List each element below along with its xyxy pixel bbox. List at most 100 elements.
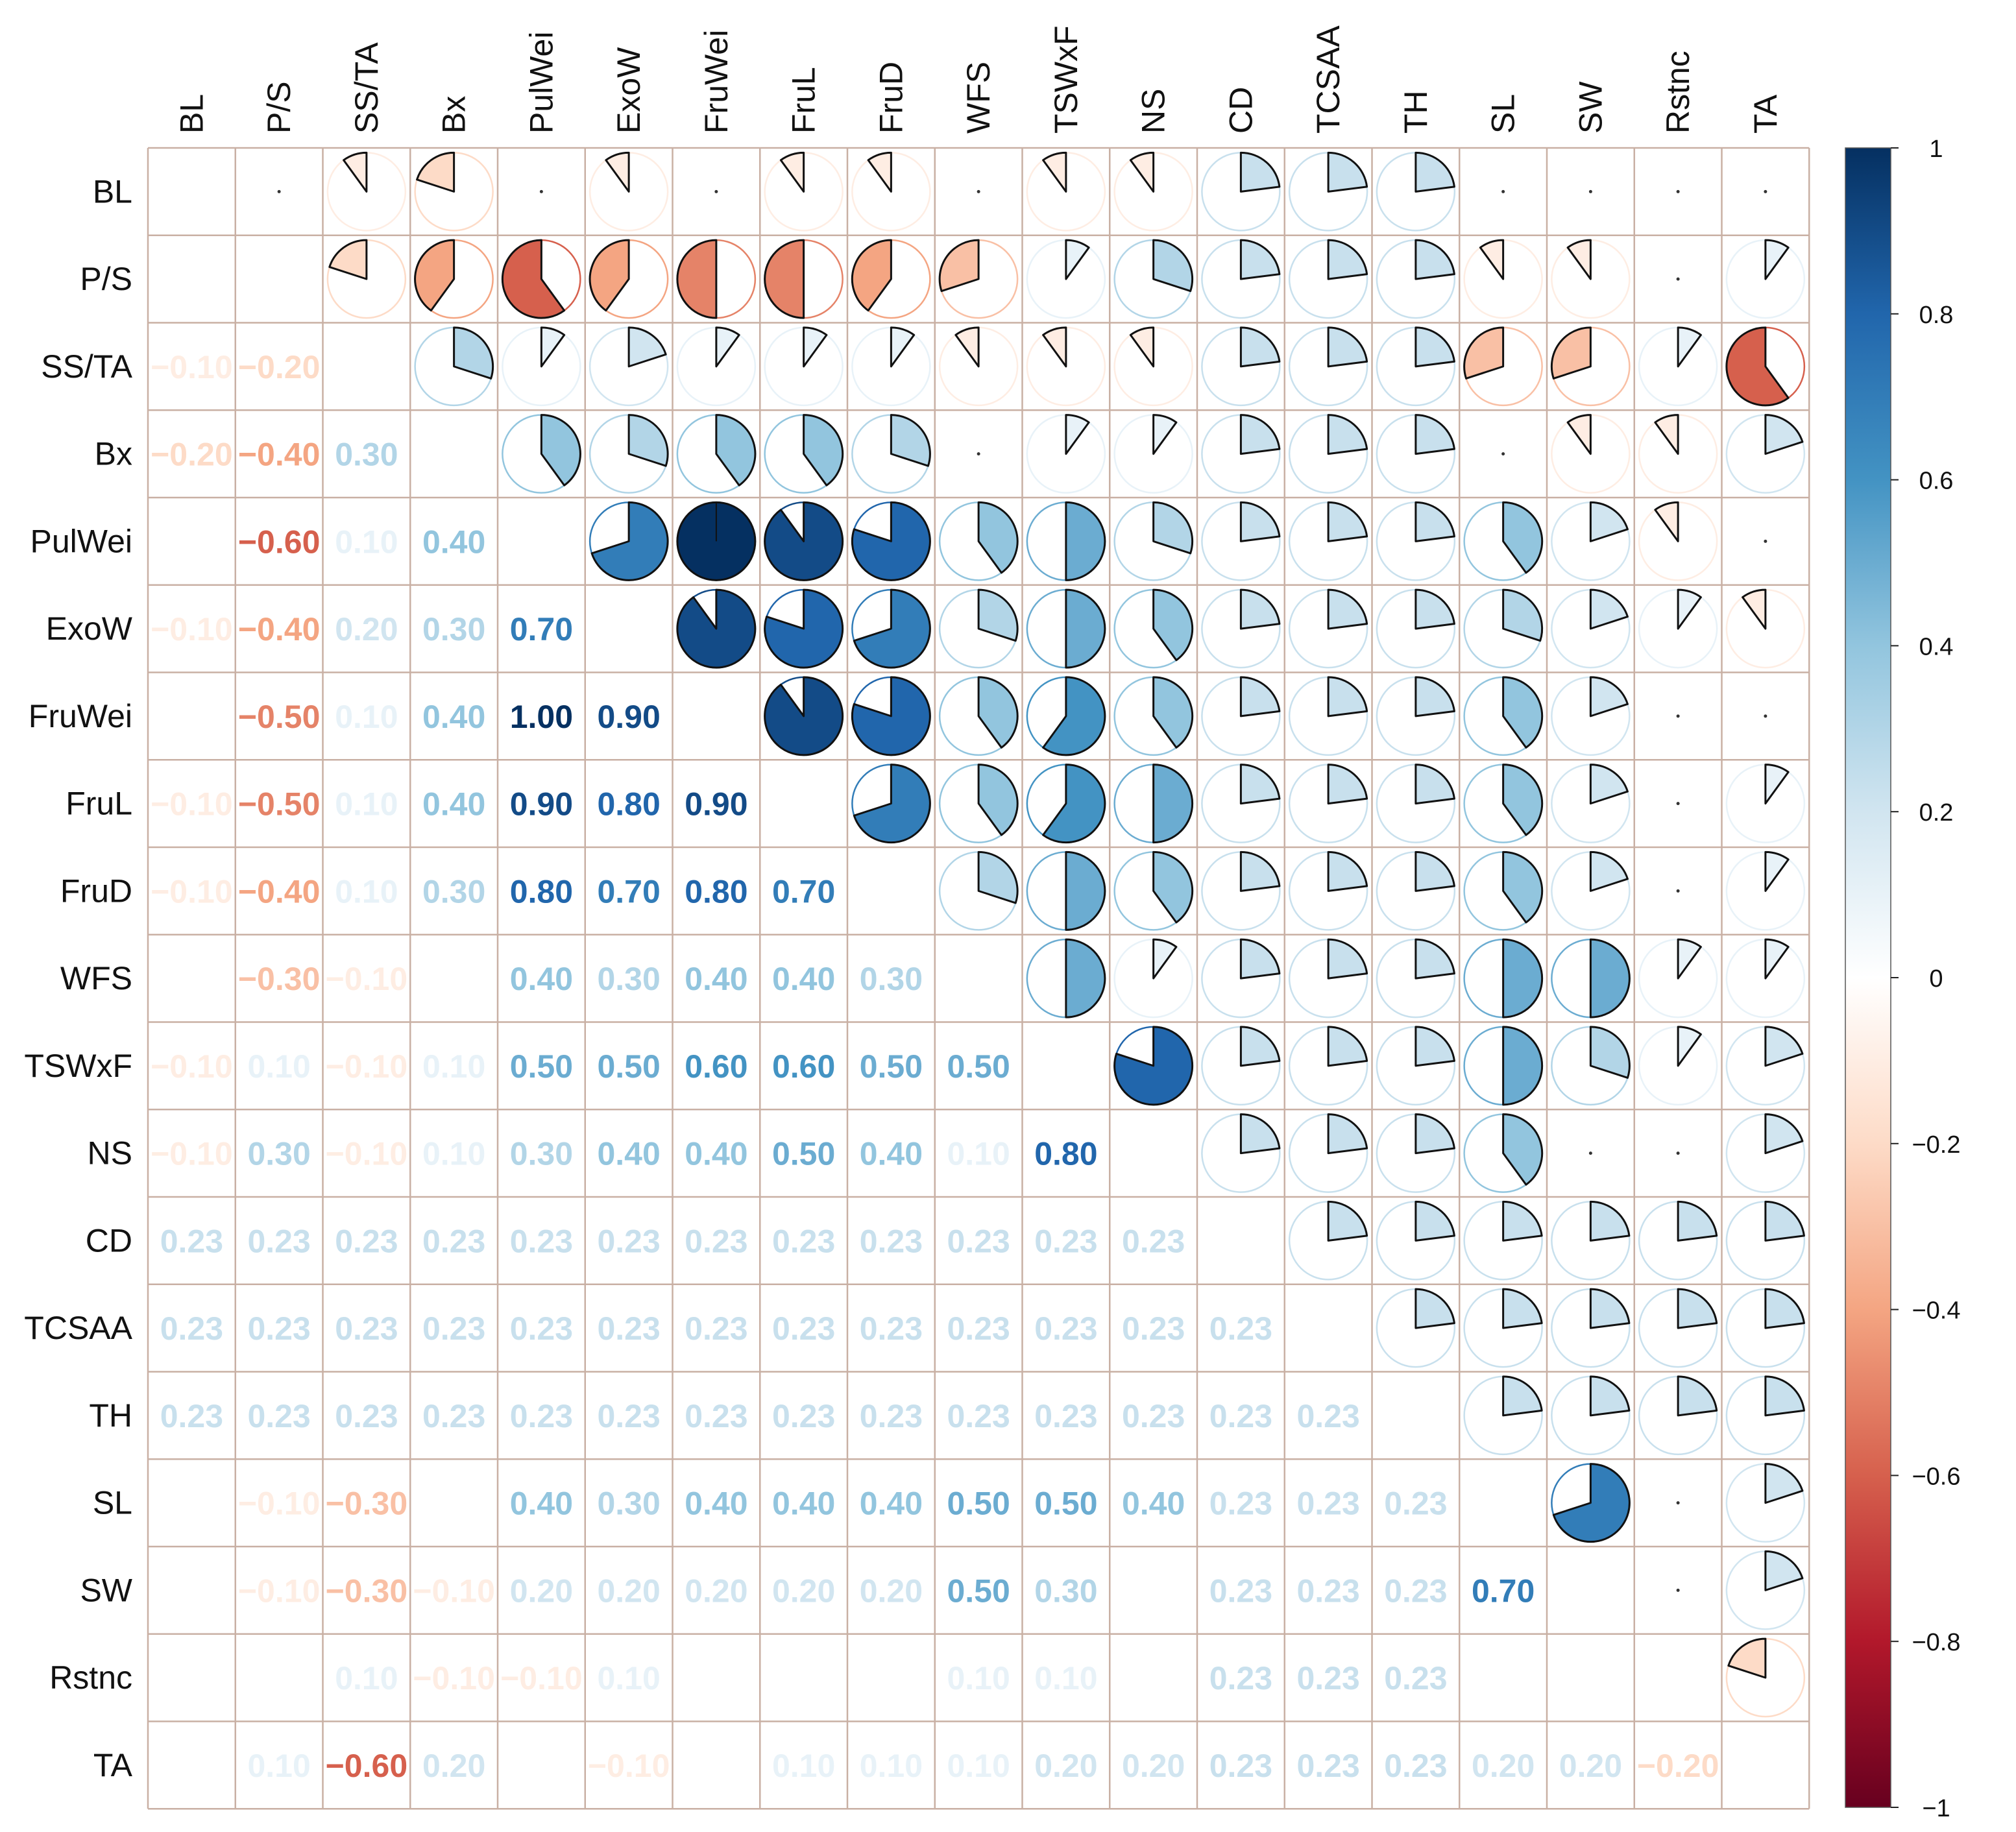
cell-value-ns-fruwei: 0.40 <box>685 1136 747 1172</box>
pie-p-s-frud <box>851 239 931 319</box>
pie-wedge <box>890 414 931 467</box>
cell-value-pulwei-bx: 0.40 <box>422 524 485 560</box>
pie-wedge <box>1654 414 1679 455</box>
pie-wedge <box>851 501 931 581</box>
pie-bl-exow <box>589 151 669 232</box>
pie-exow-ta <box>1725 588 1806 669</box>
cell-value-cd-exow: 0.23 <box>597 1223 660 1259</box>
pie-wedge <box>1502 1113 1544 1186</box>
cell-value-pulwei-p-s: −0.60 <box>238 524 321 560</box>
pie-tswxf-ns <box>1113 1026 1194 1106</box>
cell-value-cd-bx: 0.23 <box>422 1223 485 1259</box>
pie-wedge <box>1415 151 1455 193</box>
pie-bl-p-s <box>277 189 281 193</box>
pie-ns-sw <box>1588 1151 1592 1155</box>
pie-wedge <box>1327 938 1368 980</box>
pie-ns-tcsaa <box>1288 1113 1368 1193</box>
cell-value-tswxf-pulwei: 0.50 <box>510 1048 573 1085</box>
row-label-fruwei: FruWei <box>29 698 132 734</box>
cell-value-frud-bl: −0.10 <box>151 873 233 910</box>
pie-p-s-sl <box>1463 239 1543 319</box>
col-label-wfs: WFS <box>960 62 997 134</box>
pie-bl-cd <box>1201 151 1281 232</box>
zero-dot <box>1676 189 1680 193</box>
pie-wedge <box>977 764 1019 836</box>
row-label-ns: NS <box>88 1135 132 1172</box>
cell-value-wfs-ss-ta: −0.10 <box>326 961 408 997</box>
pie-wedge <box>1327 414 1368 455</box>
cell-value-sl-frul: 0.40 <box>772 1486 835 1522</box>
pie-wedge <box>1502 850 1544 924</box>
cell-value-ns-bl: −0.10 <box>151 1136 233 1172</box>
pie-wedge <box>1415 764 1455 805</box>
pie-sl-ta <box>1725 1463 1806 1543</box>
pie-wedge <box>1327 239 1368 280</box>
pie-wedge <box>1415 938 1455 980</box>
cell-value-th-frul: 0.23 <box>772 1398 835 1434</box>
cell-value-frul-bx: 0.40 <box>422 786 485 823</box>
cell-value-ta-exow: −0.10 <box>588 1748 670 1784</box>
cell-value-tswxf-bl: −0.10 <box>151 1048 233 1085</box>
colorbar-tick-label: 0.6 <box>1919 468 1954 495</box>
cell-value-tswxf-frul: 0.60 <box>772 1048 835 1085</box>
pie-pulwei-wfs <box>938 501 1019 581</box>
pie-th-sl <box>1463 1375 1543 1456</box>
pie-wedge <box>977 676 1019 749</box>
cell-value-ta-tswxf: 0.20 <box>1034 1748 1097 1784</box>
pie-frud-th <box>1376 850 1456 931</box>
cell-value-sw-pulwei: 0.20 <box>510 1573 573 1609</box>
pie-bl-ns <box>1113 151 1193 232</box>
cell-value-sl-cd: 0.23 <box>1209 1486 1272 1522</box>
pie-wedge <box>453 326 494 380</box>
pie-wedge <box>1065 414 1090 455</box>
colorbar-tick-label: 1 <box>1929 136 1943 163</box>
pie-p-s-rstnc <box>1676 277 1680 281</box>
col-label-fruwei: FruWei <box>698 30 735 134</box>
colorbar-tick-label: −1 <box>1922 1795 1950 1822</box>
pie-sw-rstnc <box>1676 1588 1680 1592</box>
pie-cd-th <box>1376 1200 1456 1281</box>
cell-value-frul-pulwei: 0.90 <box>510 786 573 823</box>
colorbar-tick-label: −0.2 <box>1912 1131 1960 1159</box>
cell-value-rstnc-ss-ta: 0.10 <box>335 1660 398 1696</box>
cell-value-exow-p-s: −0.40 <box>238 611 321 647</box>
pie-frud-sw <box>1551 850 1631 931</box>
cell-value-th-wfs: 0.23 <box>947 1398 1010 1434</box>
pie-frul-th <box>1376 764 1456 843</box>
pie-wedge <box>414 239 455 312</box>
pie-frul-sw <box>1551 764 1631 843</box>
zero-dot <box>714 189 718 193</box>
pie-p-s-fruwei <box>676 239 757 319</box>
pie-exow-sw <box>1551 588 1631 669</box>
cell-value-wfs-exow: 0.30 <box>597 961 660 997</box>
pie-wedge <box>590 501 669 581</box>
pie-wedge <box>1239 239 1281 280</box>
row-label-p-s: P/S <box>80 261 132 297</box>
cell-value-sl-fruwei: 0.40 <box>685 1486 747 1522</box>
cell-value-fruwei-pulwei: 1.00 <box>510 699 573 735</box>
cell-value-th-cd: 0.23 <box>1209 1398 1272 1434</box>
pie-wedge <box>676 239 718 319</box>
cell-value-fruwei-bx: 0.40 <box>422 699 485 735</box>
pie-fruwei-ns <box>1113 676 1194 756</box>
cell-value-cd-pulwei: 0.23 <box>510 1223 573 1259</box>
row-label-cd: CD <box>86 1222 132 1259</box>
pie-wedge <box>1764 1550 1804 1591</box>
cell-value-ta-th: 0.23 <box>1384 1748 1447 1784</box>
cell-value-cd-tswxf: 0.23 <box>1034 1223 1097 1259</box>
pie-wedge <box>1677 938 1702 980</box>
pie-wedge <box>1327 676 1368 717</box>
cell-value-ns-ss-ta: −0.10 <box>326 1136 408 1172</box>
cell-value-ta-p-s: 0.10 <box>247 1748 310 1784</box>
pie-bx-fruwei <box>676 414 757 494</box>
pie-p-s-th <box>1376 239 1456 319</box>
pie-wedge <box>1415 239 1455 280</box>
cell-value-th-ns: 0.23 <box>1122 1398 1185 1434</box>
pie-exow-sl <box>1463 588 1544 669</box>
cell-value-wfs-pulwei: 0.40 <box>510 961 573 997</box>
pie-wedge <box>977 850 1019 904</box>
pie-fruwei-frul <box>764 676 844 756</box>
pie-p-s-pulwei <box>501 239 581 319</box>
pie-wedge <box>1042 676 1106 756</box>
cell-value-tcsaa-ns: 0.23 <box>1122 1310 1185 1347</box>
